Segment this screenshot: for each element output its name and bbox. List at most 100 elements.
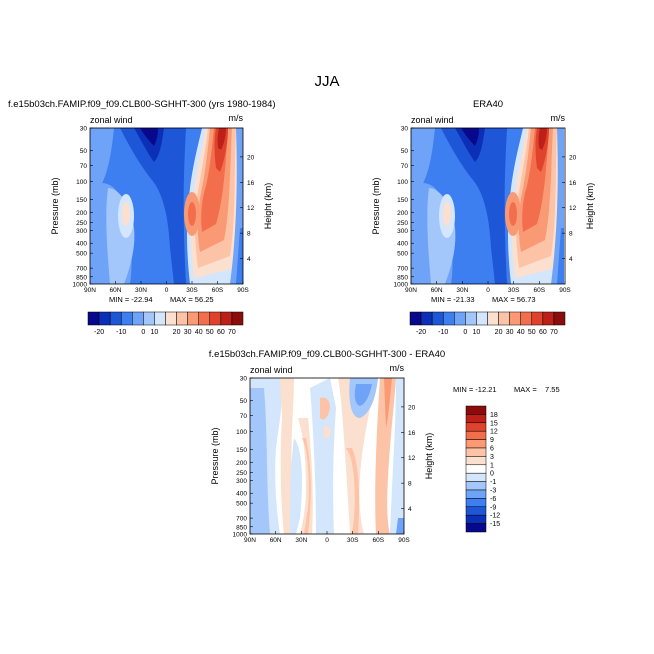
- panel-model-max: MAX = 56.25: [170, 295, 214, 304]
- colorbar-label: 20: [495, 329, 503, 336]
- lat-tick-label: 90N: [405, 287, 417, 294]
- panel-era40-max: MAX = 56.73: [492, 295, 536, 304]
- lat-tick-label: 30S: [508, 287, 520, 294]
- colorbar-label: 30: [506, 329, 514, 336]
- pressure-tick-label: 200: [397, 210, 408, 217]
- height-tick-label: 8: [569, 231, 573, 238]
- colorbar-box: [198, 311, 211, 326]
- colorbar-box: [154, 311, 166, 326]
- pressure-tick-label: 30: [401, 126, 409, 133]
- pressure-tick-label: 300: [397, 228, 408, 235]
- colorbar-label: 60: [217, 329, 225, 336]
- panel-era40-ylabel: Pressure (mb): [371, 177, 381, 234]
- panel-model-ylabel: Pressure (mb): [50, 177, 60, 234]
- colorbar-box: [98, 311, 111, 326]
- height-tick-label: 12: [408, 455, 416, 462]
- pressure-tick-label: 200: [236, 460, 247, 467]
- colorbar-box: [465, 439, 487, 449]
- pressure-tick-label: 500: [397, 251, 408, 258]
- lat-tick-label: 30N: [456, 287, 468, 294]
- panel-era40-units: m/s: [551, 113, 566, 123]
- height-tick-label: 20: [569, 154, 577, 161]
- panel-model-min: MIN = -22.94: [109, 295, 153, 304]
- panel-model-variable: zonal wind: [90, 115, 133, 125]
- pressure-tick-label: 150: [76, 197, 87, 204]
- colorbar-box: [465, 472, 487, 482]
- pressure-tick-label: 1000: [394, 282, 409, 289]
- lat-tick-label: 60N: [270, 537, 282, 544]
- pressure-tick-label: 150: [236, 447, 247, 454]
- colorbar-box: [498, 311, 510, 326]
- colorbar-box: [109, 311, 122, 326]
- lat-tick-label: 30S: [186, 287, 198, 294]
- colorbar-label: 40: [517, 329, 525, 336]
- colorbar-box: [465, 498, 487, 508]
- colorbar-box: [465, 430, 487, 440]
- colorbar-label: 1: [490, 462, 494, 469]
- colorbar-label: 15: [490, 420, 498, 427]
- colorbar-box: [209, 311, 222, 326]
- lat-tick-label: 30N: [295, 537, 307, 544]
- pressure-tick-label: 70: [240, 413, 248, 420]
- pressure-tick-label: 700: [397, 266, 408, 273]
- colorbar-box: [420, 311, 433, 326]
- pressure-tick-label: 100: [397, 179, 408, 186]
- lat-tick-label: 0: [325, 537, 329, 544]
- colorbar-label: 50: [528, 329, 536, 336]
- panel-difference-units: m/s: [390, 363, 405, 373]
- height-tick-label: 8: [247, 231, 251, 238]
- colorbar-label: -20: [416, 329, 426, 336]
- lat-tick-label: 0: [486, 287, 490, 294]
- colorbar-box: [487, 311, 499, 326]
- height-tick-label: 16: [408, 430, 416, 437]
- panel-era40-colorbar: -20 -10 0 10 20 30 40 50 60 70: [409, 311, 566, 336]
- height-tick-label: 20: [247, 154, 255, 161]
- colorbar-label: -15: [490, 521, 500, 528]
- pressure-tick-label: 50: [240, 398, 248, 405]
- panel-era40-min: MIN = -21.33: [431, 295, 475, 304]
- pressure-tick-label: 70: [401, 163, 409, 170]
- colorbar-box: [431, 311, 444, 326]
- colorbar-box: [176, 311, 188, 326]
- colorbar-box: [132, 311, 144, 326]
- panel-difference-title: f.e15b03ch.FAMIP.f09_f09.CLB00-SGHHT-300…: [209, 349, 445, 360]
- lat-tick-label: 90S: [559, 287, 571, 294]
- colorbar-box: [87, 311, 100, 326]
- height-tick-label: 4: [247, 256, 251, 263]
- pressure-tick-label: 30: [240, 376, 248, 383]
- panel-era40-variable: zonal wind: [411, 115, 454, 125]
- pressure-tick-label: 200: [76, 210, 87, 217]
- height-tick-label: 16: [569, 180, 577, 187]
- lat-tick-label: 90S: [398, 537, 410, 544]
- pressure-tick-label: 100: [76, 179, 87, 186]
- colorbar-label: 0: [463, 329, 467, 336]
- pressure-tick-label: 850: [236, 524, 247, 531]
- colorbar-label: 70: [228, 329, 236, 336]
- pressure-tick-label: 400: [236, 491, 247, 498]
- panel-era40-y2label: Height (km): [585, 183, 595, 230]
- colorbar-box: [187, 311, 199, 326]
- colorbar-label: -9: [490, 504, 496, 511]
- pressure-tick-label: 300: [76, 228, 87, 235]
- panel-difference-y2label: Height (km): [424, 433, 434, 480]
- height-tick-label: 4: [408, 506, 412, 513]
- colorbar-label: -12: [490, 513, 500, 520]
- lat-tick-label: 60S: [534, 287, 546, 294]
- pressure-tick-label: 1000: [73, 282, 88, 289]
- colorbar-box: [553, 311, 566, 326]
- colorbar-label: 6: [490, 446, 494, 453]
- lat-tick-label: 60N: [431, 287, 443, 294]
- pressure-tick-label: 700: [236, 516, 247, 523]
- colorbar-label: 0: [141, 329, 145, 336]
- lat-tick-label: 60N: [110, 287, 122, 294]
- panel-model: f.e15b03ch.FAMIP.f09_f09.CLB00-SGHHT-300…: [8, 99, 276, 336]
- pressure-tick-label: 850: [397, 274, 408, 281]
- panel-era40-field: [411, 128, 564, 284]
- colorbar-label: -1: [490, 479, 496, 486]
- height-tick-label: 8: [408, 481, 412, 488]
- colorbar-label: -10: [116, 329, 126, 336]
- height-tick-label: 4: [569, 256, 573, 263]
- colorbar-box: [465, 405, 487, 415]
